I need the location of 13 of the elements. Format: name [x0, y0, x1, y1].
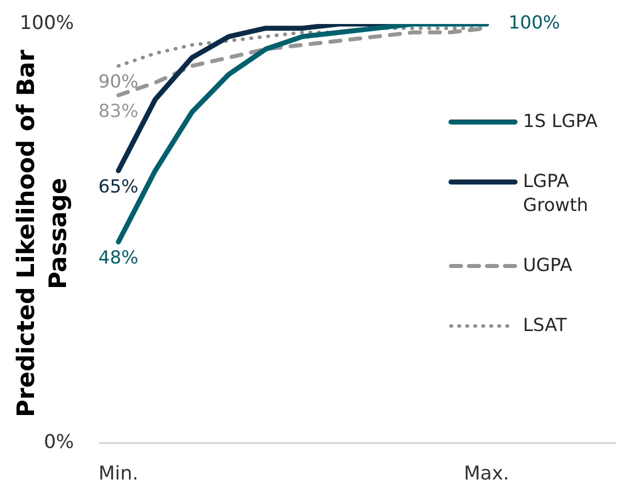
data-label: 100% — [508, 12, 560, 34]
y-axis-title: Predicted Likelihood of Bar Passage — [12, 50, 72, 418]
data-label: 48% — [98, 248, 138, 269]
data-label: 83% — [98, 100, 138, 122]
legend-label: LSAT — [523, 314, 567, 338]
y-tick-label: 0% — [44, 430, 74, 453]
x-tick-label: Min. — [98, 462, 138, 484]
legend-label: LGPA Growth — [523, 170, 590, 218]
legend-label: 1S LGPA — [523, 110, 598, 134]
data-label: 90% — [98, 72, 138, 93]
x-tick-label: Max. — [464, 462, 510, 484]
data-label: 65% — [98, 176, 138, 198]
legend-label: UGPA — [523, 254, 572, 278]
